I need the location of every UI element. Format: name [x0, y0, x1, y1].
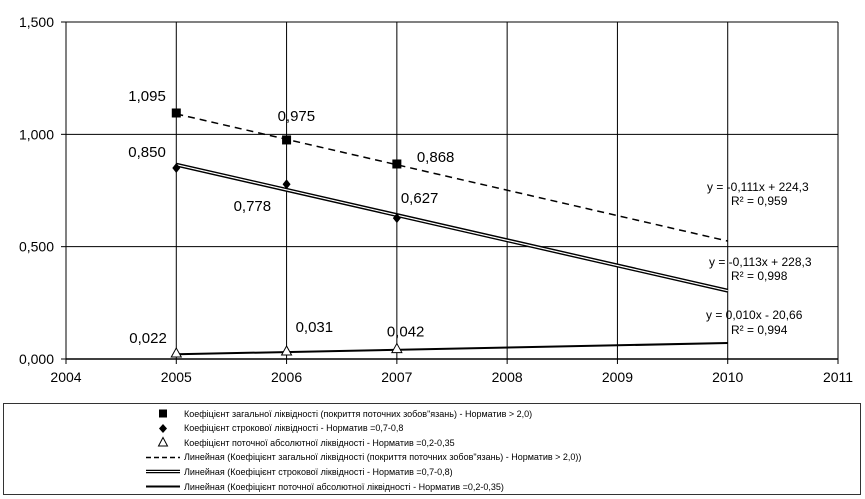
y-tick-label: 0,500	[19, 239, 54, 255]
data-label: 0,868	[417, 149, 455, 166]
data-label: 0,031	[296, 319, 334, 336]
legend-entry: Линейная (Коефіцієнт поточної абсолютної…	[144, 480, 504, 493]
x-tick-label: 2009	[602, 369, 633, 385]
data-label: 0,022	[129, 330, 167, 347]
trendline-r-squared: R² = 0,959	[731, 194, 788, 208]
legend-diamond-marker	[159, 423, 167, 433]
diamond-marker	[392, 213, 401, 224]
trendline-equation: y = -0,111x + 224,3	[707, 180, 809, 194]
trendline-1	[176, 113, 728, 242]
legend-symbol-triangle	[144, 436, 182, 449]
trendlines	[175, 113, 729, 356]
data-label: 0,778	[234, 198, 272, 215]
x-tick-label: 2005	[161, 369, 192, 385]
legend-entry: Коефіцієнт загальної ліквідності (покрит…	[144, 407, 532, 420]
legend-symbol-double	[144, 465, 182, 478]
trendline-r-squared: R² = 0,998	[731, 269, 788, 283]
data-label: 0,042	[387, 324, 425, 341]
legend-symbol-dashed	[144, 451, 182, 464]
legend-entry: Линейная (Коефіцієнт загальної ліквіднос…	[144, 451, 581, 464]
legend-symbol-solid	[144, 480, 182, 493]
triangle-marker	[170, 347, 183, 358]
y-tick-label: 1,500	[19, 14, 54, 30]
x-tick-label: 2008	[492, 369, 523, 385]
legend-triangle-marker	[157, 436, 169, 447]
chart: 2004 2005 2006 2007 2008 2009 2010 2011 0,000 0,5…	[19, 14, 853, 385]
x-tick-label: 2004	[50, 369, 81, 385]
y-tick-label: 1,000	[19, 126, 54, 142]
triangle-marker	[391, 342, 403, 354]
legend-entry: Коефіцієнт поточної абсолютної ліквіднос…	[144, 436, 455, 449]
data-points	[170, 108, 403, 358]
x-tick-label: 2006	[271, 369, 302, 385]
trendline-r-squared: R² = 0,994	[731, 323, 788, 337]
legend-entry: Линейная (Коефіцієнт строкової ліквіднос…	[144, 465, 453, 478]
trendline-2-inner	[176, 164, 728, 292]
data-labels: 1,095 0,975 0,868 0,850 0,778 0,627 0,022 0,031…	[128, 88, 812, 347]
legend-label: Коефіцієнт поточної абсолютної ліквіднос…	[184, 437, 455, 448]
legend-label: Коефіцієнт загальної ліквідності (покрит…	[184, 408, 533, 419]
legend-label: Линейная (Коефіцієнт загальної ліквіднос…	[184, 452, 582, 463]
y-tick-label: 0,000	[19, 351, 54, 367]
data-label: 0,850	[128, 144, 166, 161]
axes: 2004 2005 2006 2007 2008 2009 2010 2011 0,000 0,5…	[19, 14, 853, 385]
legend-symbol-square	[144, 407, 182, 420]
legend: Коефіцієнт загальної ліквідності (покрит…	[3, 403, 861, 495]
legend-symbol-diamond	[144, 422, 182, 435]
square-marker	[282, 135, 292, 145]
trendline-equation: y = -0,113x + 228,3	[709, 255, 812, 269]
square-marker	[392, 159, 402, 169]
data-label: 0,975	[278, 108, 316, 125]
x-tick-label: 2011	[823, 369, 853, 385]
data-label: 0,627	[401, 190, 439, 207]
legend-square-marker	[159, 409, 167, 418]
triangle-marker	[280, 345, 293, 356]
trendline-equation: y = 0,010x - 20,66	[706, 308, 803, 322]
diamond-marker	[172, 163, 181, 174]
trendline-3	[176, 342, 728, 356]
legend-label: Линейная (Коефіцієнт поточної абсолютної…	[184, 481, 504, 492]
x-tick-label: 2010	[712, 369, 743, 385]
gridlines	[66, 21, 839, 360]
legend-entry: Коефіцієнт строкової ліквідності - Норма…	[144, 422, 403, 435]
x-tick-label: 2007	[381, 369, 412, 385]
legend-label: Линейная (Коефіцієнт строкової ліквіднос…	[184, 466, 453, 477]
data-label: 1,095	[128, 88, 166, 105]
square-marker	[171, 108, 181, 118]
diamond-marker	[282, 179, 291, 190]
legend-label: Коефіцієнт строкової ліквідності - Норма…	[184, 423, 404, 434]
